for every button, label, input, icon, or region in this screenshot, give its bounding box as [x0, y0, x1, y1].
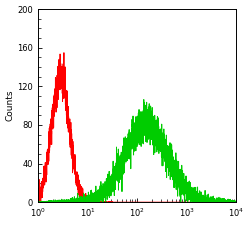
Y-axis label: Counts: Counts [6, 90, 15, 121]
